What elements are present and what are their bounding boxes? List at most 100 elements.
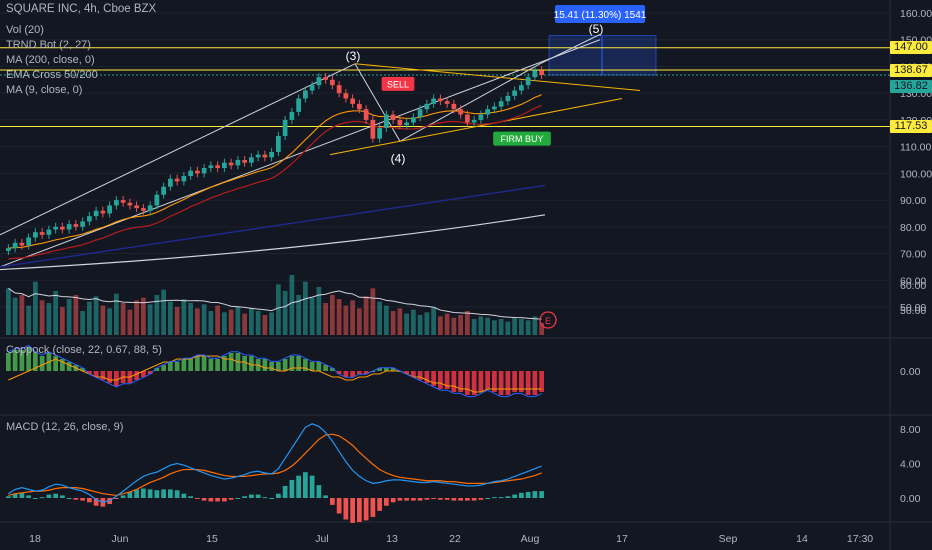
macd-histogram-bar <box>161 489 166 498</box>
coppock-bar <box>363 371 369 374</box>
volume-bar <box>228 309 234 335</box>
symbol-title: SQUARE INC, 4h, Cboe BZX <box>6 3 157 15</box>
macd-histogram-bar <box>127 491 133 498</box>
coppock-bar <box>262 359 268 371</box>
candle <box>66 224 72 230</box>
coppock-bar <box>505 371 511 395</box>
volume-bar <box>195 308 200 335</box>
coppock-bar <box>390 368 396 371</box>
candle <box>215 165 220 169</box>
legend-volume[interactable]: Vol (20) <box>6 24 44 36</box>
volume-bar <box>168 301 173 335</box>
coppock-bar <box>296 356 301 371</box>
macd-histogram-bar <box>39 497 45 499</box>
volume-bar <box>444 313 450 335</box>
macd-histogram-bar <box>438 498 443 500</box>
macd-histogram-bar <box>370 498 376 517</box>
candle <box>154 194 160 206</box>
macd-histogram-bar <box>465 498 470 501</box>
candle <box>498 101 504 107</box>
macd-histogram-bar <box>80 498 85 501</box>
macd-histogram-bar <box>195 498 200 499</box>
x-tick-label: Aug <box>521 533 540 545</box>
macd-histogram-bar <box>519 492 524 498</box>
candle <box>39 232 45 235</box>
candle <box>276 135 281 152</box>
macd-histogram-bar <box>73 498 79 500</box>
y-tick-label: 110.00 <box>900 142 931 154</box>
coppock-bar <box>350 371 355 377</box>
volume-bar <box>411 309 416 335</box>
macd-histogram-bar <box>505 496 511 498</box>
candle <box>458 109 463 115</box>
macd-histogram-bar <box>350 498 355 523</box>
coppock-bar <box>539 371 544 392</box>
coppock-bar <box>498 371 504 395</box>
price-label-136-82: 136.82 <box>890 80 932 93</box>
candle <box>282 119 288 136</box>
volume-bar <box>262 315 268 335</box>
earnings-event-label: E <box>545 316 551 326</box>
coppock-bar <box>465 371 470 395</box>
legend-trend-bot[interactable]: TRND Bot (2, 27) <box>6 39 91 51</box>
coppock-bar <box>174 362 180 371</box>
macd-histogram-bar <box>390 498 396 503</box>
candle <box>451 103 457 110</box>
coppock-pane-label[interactable]: Coppock (close, 22, 0.67, 88, 5) <box>6 344 162 356</box>
candle <box>228 162 234 166</box>
candle <box>316 77 322 86</box>
candle <box>505 95 511 102</box>
volume-bar <box>188 303 193 335</box>
macd-histogram-bar <box>188 496 193 498</box>
macd-histogram-bar <box>343 498 349 520</box>
volume-bar <box>525 320 531 335</box>
macd-histogram-bar <box>120 495 126 498</box>
candle <box>431 98 436 104</box>
coppock-bar <box>478 371 484 392</box>
volume-bar <box>127 309 133 335</box>
coppock-line <box>8 344 542 398</box>
macd-histogram-bar <box>242 496 247 498</box>
coppock-bar <box>282 359 288 371</box>
x-tick-label: 22 <box>449 533 461 545</box>
x-tick-label: 17 <box>616 533 628 545</box>
candle <box>12 242 18 249</box>
volume-bar <box>336 299 342 335</box>
volume-bar <box>107 308 112 335</box>
price-label-147: 147.00 <box>890 41 932 54</box>
coppock-bar <box>80 368 85 371</box>
candle <box>336 85 342 94</box>
x-tick-label: Jun <box>112 533 129 545</box>
macd-pane-label[interactable]: MACD (12, 26, close, 9) <box>6 421 124 433</box>
macd-histogram-bar <box>377 498 382 511</box>
coppock-bar <box>384 368 389 371</box>
coppock-bar <box>100 371 106 380</box>
triangle-lower-line <box>329 98 623 156</box>
volume-bar <box>532 316 538 335</box>
macd-histogram-bar <box>424 498 430 500</box>
coppock-bar <box>66 362 72 371</box>
volume-bar <box>505 321 511 335</box>
candle <box>485 109 490 115</box>
legend-ema-cross[interactable]: EMA Cross 50/200 <box>6 69 98 81</box>
volume-bar <box>208 311 214 335</box>
legend-ma-200[interactable]: MA (200, close, 0) <box>6 54 95 66</box>
buy-signal-label: FIRM BUY <box>500 134 543 144</box>
candle <box>168 178 173 187</box>
coppock-bar <box>444 371 450 389</box>
macd-histogram-bar <box>458 498 463 501</box>
y-tick-label: 4.00 <box>900 459 921 471</box>
macd-histogram-bar <box>411 498 416 501</box>
volume-bar <box>363 296 369 335</box>
sell-signal-label: SELL <box>387 79 409 89</box>
candle <box>269 151 274 158</box>
candle <box>249 157 254 163</box>
coppock-bar <box>154 368 160 371</box>
macd-histogram-bar <box>296 475 301 498</box>
macd-histogram-bar <box>309 475 315 498</box>
x-tick-label: 17:30 <box>847 533 873 545</box>
legend-ma-9[interactable]: MA (9, close, 0) <box>6 84 83 96</box>
volume-bar <box>296 295 301 335</box>
coppock-bar <box>161 365 166 371</box>
